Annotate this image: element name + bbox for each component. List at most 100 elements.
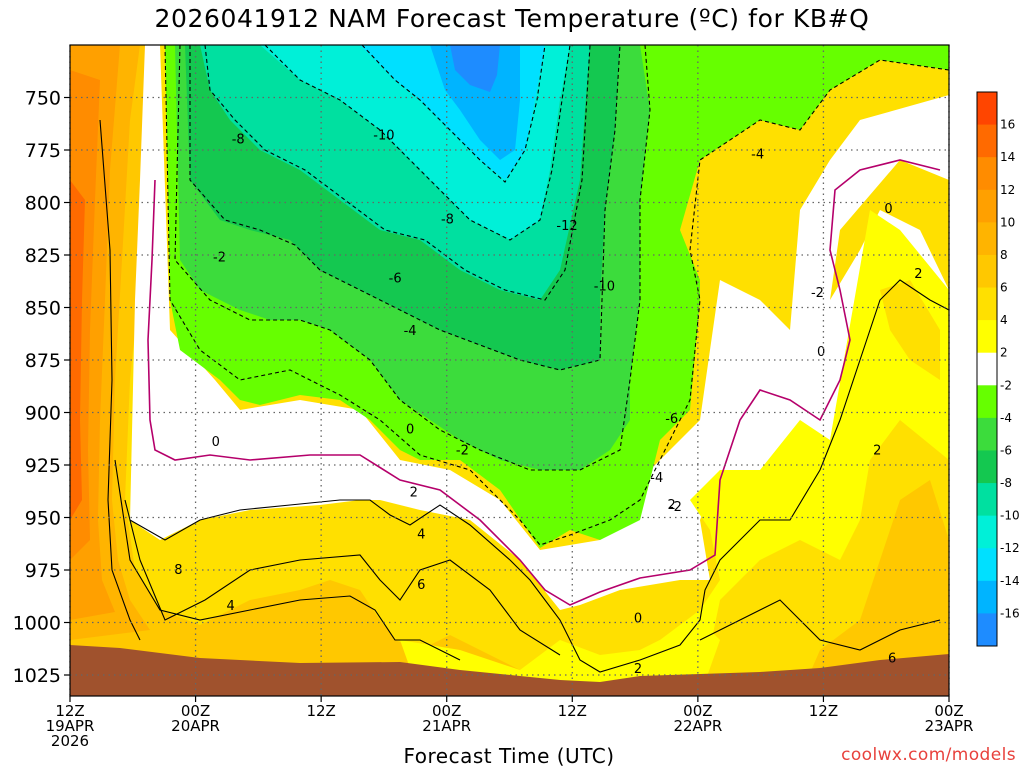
colorbar-swatch (977, 320, 997, 354)
x-tick-label: 00Z (934, 702, 963, 720)
contour-4 (124, 499, 561, 656)
chart-title: 2026041912 NAM Forecast Temperature (ºC)… (154, 4, 870, 33)
band-neg14-neg16 (430, 45, 520, 160)
colorbar-swatch (977, 124, 997, 158)
contour-label: -10 (373, 129, 394, 144)
colorbar-label: -16 (1000, 606, 1020, 620)
x-tick-label: 19APR (46, 717, 95, 735)
contour-label: -6 (665, 412, 678, 427)
colorbar-label: -8 (1000, 476, 1012, 490)
band-4-6-right-top (880, 280, 940, 380)
colorbar-label: 10 (1000, 215, 1015, 229)
x-tick-label: 12Z (306, 702, 335, 720)
y-tick-label: 825 (25, 245, 61, 267)
contour-label: 0 (634, 612, 642, 627)
colorbar-label: 2 (1000, 346, 1008, 360)
colorbar-swatch (977, 157, 997, 191)
contour-label: -2 (669, 500, 682, 515)
contour-label: -4 (404, 324, 417, 339)
y-tick-label: 850 (25, 298, 61, 320)
colorbar-swatch (977, 450, 997, 484)
contour-label: -2 (213, 250, 226, 265)
colorbar-label: 14 (1000, 150, 1015, 164)
colorbar-label: 8 (1000, 248, 1008, 262)
colorbar-label: -6 (1000, 443, 1012, 457)
contour-label: -8 (232, 133, 245, 148)
x-tick-label: 2026 (51, 732, 89, 750)
colorbar-swatch (977, 417, 997, 451)
contour-neg12 (361, 45, 546, 183)
contour-neg2 (164, 45, 949, 546)
colorbar-label: -12 (1000, 541, 1020, 555)
colorbar-label: -2 (1000, 378, 1012, 392)
contour-label: 2 (410, 486, 418, 501)
terrain (70, 645, 949, 696)
colorbar-swatch (977, 92, 997, 126)
x-tick-label: 20APR (171, 717, 220, 735)
contour-label: 0 (884, 202, 892, 217)
contour-neg6 (189, 45, 621, 371)
contour-neg10 (264, 45, 571, 241)
contour-label: 6 (888, 651, 896, 666)
contour-label: -12 (556, 219, 577, 234)
x-tick-label: 22APR (673, 717, 722, 735)
contour-label: 2 (873, 444, 881, 459)
colorbar-swatch (977, 483, 997, 517)
contour-label: -2 (456, 444, 469, 459)
contour-label: -10 (594, 280, 615, 295)
x-tick-label: 00Z (683, 702, 712, 720)
colorbar-swatch (977, 189, 997, 223)
filled-temperature-field (70, 45, 949, 696)
contour-8 (99, 119, 141, 641)
y-axis: 750 775 800 825 850 875 900 925 950 975 1000 1025 (13, 88, 70, 687)
contour-label: 2 (914, 267, 922, 282)
contour-label: -6 (389, 271, 402, 286)
contour-label: -2 (811, 286, 824, 301)
colorbar-swatch (977, 548, 997, 582)
contour-label: 4 (417, 528, 425, 543)
contour-label: 0 (406, 423, 414, 438)
contour-neg4 (174, 45, 651, 471)
contour-label: 0 (817, 345, 825, 360)
y-tick-label: 800 (25, 193, 61, 215)
contour-zero (147, 159, 941, 606)
contour-labels: -8 -10-12-8-6-10-4-6-4-202460-284-2202-4-… (174, 129, 922, 677)
colorbar-swatch (977, 580, 997, 614)
y-tick-label: 875 (25, 350, 61, 372)
contour-label: 4 (227, 599, 235, 614)
x-tick-label: 12Z (558, 702, 587, 720)
colorbar-swatch (977, 613, 997, 647)
y-tick-label: 925 (25, 455, 61, 477)
colorbar-swatch (977, 287, 997, 321)
credit-text: coolwx.com/models (841, 745, 1016, 765)
contour-label: 2 (634, 662, 642, 677)
colorbar-label: -10 (1000, 509, 1020, 523)
colorbar-label: 4 (1000, 313, 1008, 327)
colorbar-swatch (977, 515, 997, 549)
y-tick-label: 975 (25, 560, 61, 582)
colorbar: 16 14 12 10 8 6 4 2 -2 -4 -6 -8 -10 -12 -14 -16 (976, 91, 1020, 647)
x-tick-label: 00Z (432, 702, 461, 720)
contour-lines (99, 45, 949, 673)
y-tick-label: 900 (25, 403, 61, 425)
contour-label: 2 (668, 498, 676, 513)
band-6-8-right (800, 480, 949, 696)
band-12-plus-left (70, 180, 85, 520)
x-tick-label: 12Z (809, 702, 838, 720)
x-axis-title: Forecast Time (UTC) (403, 744, 615, 768)
y-tick-label: 950 (25, 508, 61, 530)
contour-6 (114, 459, 461, 661)
x-tick-label: 21APR (422, 717, 471, 735)
colorbar-swatch (977, 352, 997, 386)
colorbar-label: -14 (1000, 574, 1020, 588)
colorbar-label: 12 (1000, 183, 1015, 197)
y-tick-label: 1000 (13, 613, 61, 635)
colorbar-label: 16 (1000, 118, 1015, 132)
plot-frame (69, 44, 950, 697)
band-white (130, 45, 949, 696)
band-below-neg16 (450, 45, 500, 92)
contour-2 (129, 279, 949, 673)
x-tick-label: 00Z (181, 702, 210, 720)
